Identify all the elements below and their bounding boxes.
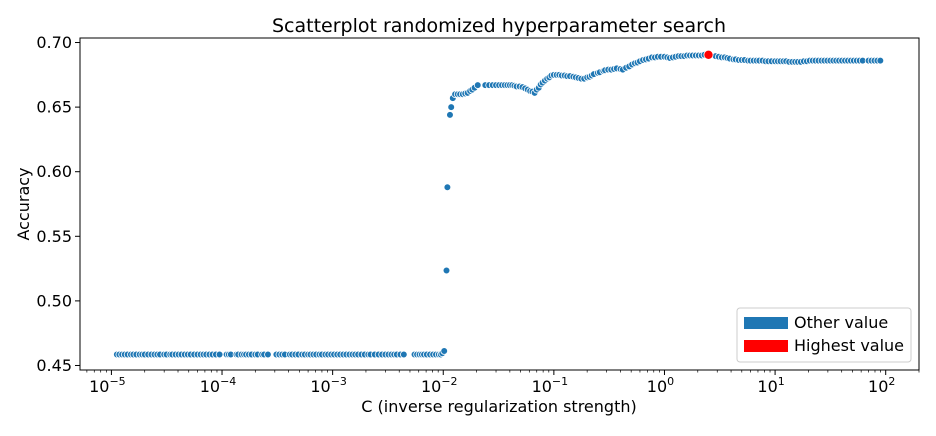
legend-swatch xyxy=(744,340,788,352)
data-point xyxy=(440,347,449,355)
plot-points xyxy=(113,49,885,359)
x-tick-label: 102 xyxy=(868,375,895,396)
data-point xyxy=(876,56,885,65)
x-tick-label: 10−4 xyxy=(200,375,237,396)
y-axis-label: Accuracy xyxy=(14,167,33,240)
x-tick-label: 10−5 xyxy=(89,375,126,396)
x-tick-label: 101 xyxy=(757,375,784,396)
legend-label: Other value xyxy=(794,313,888,332)
data-point xyxy=(264,350,272,359)
chart-title: Scatterplot randomized hyperparameter se… xyxy=(272,15,726,37)
data-point xyxy=(443,183,452,192)
x-tick-label: 10−3 xyxy=(310,375,347,396)
x-tick-label: 100 xyxy=(647,375,674,396)
data-point xyxy=(447,103,456,111)
data-point xyxy=(442,266,451,275)
legend: Other value Highest value xyxy=(736,307,912,363)
x-tick-label: 10−1 xyxy=(532,375,569,396)
x-axis: 10−5 10−4 10−3 10−2 10−1 100 101 102 xyxy=(86,370,920,396)
y-tick-label: 0.50 xyxy=(36,291,72,310)
y-axis: 0.45 0.50 0.55 0.60 0.65 0.70 xyxy=(36,33,80,375)
y-tick-label: 0.70 xyxy=(36,33,72,52)
x-axis-label: C (inverse regularization strength) xyxy=(361,397,636,416)
y-tick-label: 0.65 xyxy=(36,98,72,117)
y-tick-label: 0.60 xyxy=(36,162,72,181)
data-point xyxy=(400,350,408,359)
legend-swatch xyxy=(744,317,788,329)
legend-label: Highest value xyxy=(794,336,904,355)
plot-frame xyxy=(79,37,920,371)
data-point xyxy=(473,81,482,89)
x-tick-label: 10−2 xyxy=(421,375,458,396)
y-tick-label: 0.45 xyxy=(36,356,72,375)
data-point xyxy=(215,350,224,359)
highest-value-point xyxy=(703,49,714,60)
data-point xyxy=(446,111,454,119)
y-tick-label: 0.55 xyxy=(36,227,72,246)
